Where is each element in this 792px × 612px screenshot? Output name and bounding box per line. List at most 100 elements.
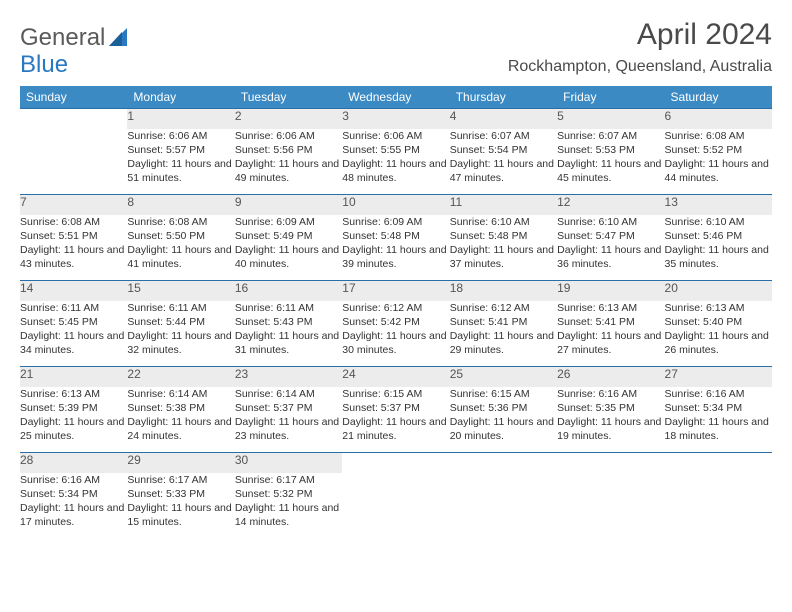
- daylight-text: Daylight: 11 hours and 31 minutes.: [235, 329, 342, 357]
- daylight-text: Daylight: 11 hours and 27 minutes.: [557, 329, 664, 357]
- daylight-text: Daylight: 11 hours and 23 minutes.: [235, 415, 342, 443]
- sunrise-text: Sunrise: 6:08 AM: [127, 215, 234, 229]
- day-detail-cell: Sunrise: 6:10 AMSunset: 5:47 PMDaylight:…: [557, 215, 664, 281]
- day-number-cell: 3: [342, 109, 449, 129]
- sunset-text: Sunset: 5:47 PM: [557, 229, 664, 243]
- sunset-text: Sunset: 5:54 PM: [450, 143, 557, 157]
- day-number-cell: 13: [665, 195, 772, 215]
- sunrise-text: Sunrise: 6:15 AM: [342, 387, 449, 401]
- sunrise-text: Sunrise: 6:08 AM: [665, 129, 772, 143]
- sunset-text: Sunset: 5:48 PM: [450, 229, 557, 243]
- day-number-cell: 29: [127, 453, 234, 473]
- day-number-cell: [665, 453, 772, 473]
- day-number-row: 123456: [20, 109, 772, 129]
- day-number-cell: 19: [557, 281, 664, 301]
- day-number-cell: 5: [557, 109, 664, 129]
- day-detail-cell: Sunrise: 6:13 AMSunset: 5:39 PMDaylight:…: [20, 387, 127, 453]
- day-number-cell: 23: [235, 367, 342, 387]
- day-number-cell: 24: [342, 367, 449, 387]
- sunrise-text: Sunrise: 6:06 AM: [235, 129, 342, 143]
- day-number-cell: 7: [20, 195, 127, 215]
- sunrise-text: Sunrise: 6:16 AM: [665, 387, 772, 401]
- weekday-header-row: Sunday Monday Tuesday Wednesday Thursday…: [20, 86, 772, 109]
- day-detail-cell: [557, 473, 664, 539]
- day-number-cell: [450, 453, 557, 473]
- day-number-cell: 10: [342, 195, 449, 215]
- weekday-header: Wednesday: [342, 86, 449, 109]
- day-number-cell: 11: [450, 195, 557, 215]
- sunset-text: Sunset: 5:51 PM: [20, 229, 127, 243]
- day-detail-cell: Sunrise: 6:11 AMSunset: 5:44 PMDaylight:…: [127, 301, 234, 367]
- sunrise-text: Sunrise: 6:13 AM: [557, 301, 664, 315]
- day-number-cell: 14: [20, 281, 127, 301]
- sunset-text: Sunset: 5:39 PM: [20, 401, 127, 415]
- weekday-header: Thursday: [450, 86, 557, 109]
- day-number-cell: 4: [450, 109, 557, 129]
- day-number-cell: 18: [450, 281, 557, 301]
- day-detail-cell: Sunrise: 6:06 AMSunset: 5:56 PMDaylight:…: [235, 129, 342, 195]
- weekday-header: Sunday: [20, 86, 127, 109]
- daylight-text: Daylight: 11 hours and 29 minutes.: [450, 329, 557, 357]
- sunset-text: Sunset: 5:50 PM: [127, 229, 234, 243]
- sunset-text: Sunset: 5:45 PM: [20, 315, 127, 329]
- day-detail-cell: Sunrise: 6:09 AMSunset: 5:48 PMDaylight:…: [342, 215, 449, 281]
- calendar-body: 123456Sunrise: 6:06 AMSunset: 5:57 PMDay…: [20, 109, 772, 539]
- day-detail-cell: Sunrise: 6:13 AMSunset: 5:41 PMDaylight:…: [557, 301, 664, 367]
- sunrise-text: Sunrise: 6:11 AM: [20, 301, 127, 315]
- sunrise-text: Sunrise: 6:09 AM: [342, 215, 449, 229]
- day-detail-cell: Sunrise: 6:15 AMSunset: 5:37 PMDaylight:…: [342, 387, 449, 453]
- day-detail-cell: Sunrise: 6:10 AMSunset: 5:48 PMDaylight:…: [450, 215, 557, 281]
- day-detail-cell: Sunrise: 6:17 AMSunset: 5:32 PMDaylight:…: [235, 473, 342, 539]
- daylight-text: Daylight: 11 hours and 32 minutes.: [127, 329, 234, 357]
- weekday-header: Saturday: [665, 86, 772, 109]
- day-number-cell: [557, 453, 664, 473]
- day-detail-cell: Sunrise: 6:14 AMSunset: 5:37 PMDaylight:…: [235, 387, 342, 453]
- sunset-text: Sunset: 5:35 PM: [557, 401, 664, 415]
- calendar-table: Sunday Monday Tuesday Wednesday Thursday…: [20, 86, 772, 539]
- page-header: General April 2024 Rockhampton, Queensla…: [20, 18, 772, 76]
- brand-word-2: Blue: [20, 51, 68, 79]
- day-number-row: 21222324252627: [20, 367, 772, 387]
- sunrise-text: Sunrise: 6:10 AM: [557, 215, 664, 229]
- day-number-cell: 27: [665, 367, 772, 387]
- weekday-header: Monday: [127, 86, 234, 109]
- sunrise-text: Sunrise: 6:08 AM: [20, 215, 127, 229]
- sunrise-text: Sunrise: 6:13 AM: [665, 301, 772, 315]
- day-number-cell: 8: [127, 195, 234, 215]
- day-detail-cell: Sunrise: 6:06 AMSunset: 5:57 PMDaylight:…: [127, 129, 234, 195]
- day-detail-cell: Sunrise: 6:16 AMSunset: 5:34 PMDaylight:…: [665, 387, 772, 453]
- brand-word-1: General: [20, 24, 105, 52]
- day-detail-cell: Sunrise: 6:07 AMSunset: 5:54 PMDaylight:…: [450, 129, 557, 195]
- sunset-text: Sunset: 5:37 PM: [235, 401, 342, 415]
- day-number-cell: 2: [235, 109, 342, 129]
- daylight-text: Daylight: 11 hours and 30 minutes.: [342, 329, 449, 357]
- day-number-cell: 17: [342, 281, 449, 301]
- day-detail-cell: Sunrise: 6:08 AMSunset: 5:51 PMDaylight:…: [20, 215, 127, 281]
- daylight-text: Daylight: 11 hours and 43 minutes.: [20, 243, 127, 271]
- day-number-cell: 22: [127, 367, 234, 387]
- sunset-text: Sunset: 5:55 PM: [342, 143, 449, 157]
- day-number-cell: 16: [235, 281, 342, 301]
- day-number-cell: 26: [557, 367, 664, 387]
- daylight-text: Daylight: 11 hours and 47 minutes.: [450, 157, 557, 185]
- sunset-text: Sunset: 5:57 PM: [127, 143, 234, 157]
- weekday-header: Friday: [557, 86, 664, 109]
- brand-logo-line2: Blue: [20, 51, 68, 79]
- day-detail-cell: Sunrise: 6:07 AMSunset: 5:53 PMDaylight:…: [557, 129, 664, 195]
- sunset-text: Sunset: 5:53 PM: [557, 143, 664, 157]
- daylight-text: Daylight: 11 hours and 48 minutes.: [342, 157, 449, 185]
- sunrise-text: Sunrise: 6:13 AM: [20, 387, 127, 401]
- sunset-text: Sunset: 5:33 PM: [127, 487, 234, 501]
- sunset-text: Sunset: 5:41 PM: [450, 315, 557, 329]
- sunrise-text: Sunrise: 6:16 AM: [557, 387, 664, 401]
- day-detail-row: Sunrise: 6:16 AMSunset: 5:34 PMDaylight:…: [20, 473, 772, 539]
- day-number-cell: 1: [127, 109, 234, 129]
- sunrise-text: Sunrise: 6:16 AM: [20, 473, 127, 487]
- daylight-text: Daylight: 11 hours and 45 minutes.: [557, 157, 664, 185]
- day-detail-cell: Sunrise: 6:08 AMSunset: 5:52 PMDaylight:…: [665, 129, 772, 195]
- sunrise-text: Sunrise: 6:10 AM: [450, 215, 557, 229]
- day-detail-cell: Sunrise: 6:15 AMSunset: 5:36 PMDaylight:…: [450, 387, 557, 453]
- sunrise-text: Sunrise: 6:17 AM: [127, 473, 234, 487]
- sunset-text: Sunset: 5:42 PM: [342, 315, 449, 329]
- day-number-cell: [20, 109, 127, 129]
